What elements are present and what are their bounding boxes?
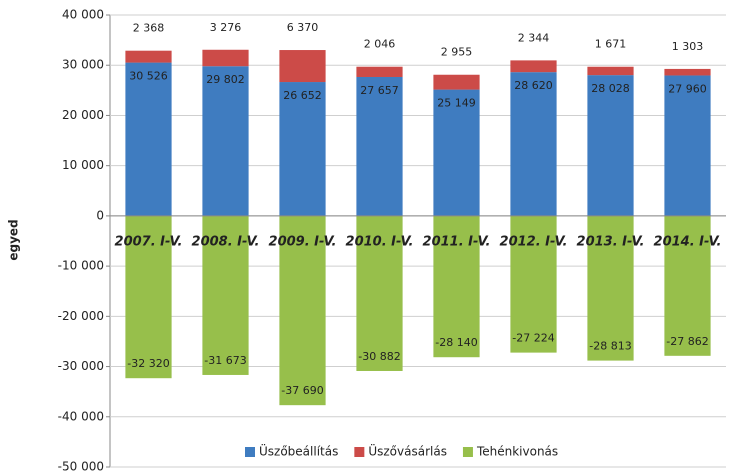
legend-label: Üszővásárlás <box>368 443 447 459</box>
bar-segment <box>125 50 172 63</box>
bar-segment <box>279 50 326 83</box>
value-label: 2 344 <box>518 31 550 44</box>
bar-segment <box>356 215 403 371</box>
value-label: -31 673 <box>204 354 246 367</box>
value-label: 6 370 <box>287 21 319 34</box>
legend-swatch <box>462 447 473 457</box>
value-label: 29 802 <box>206 73 245 86</box>
y-tick-label: 40 000 <box>62 8 104 22</box>
bar-segment <box>433 74 480 90</box>
bar-segment <box>356 66 403 77</box>
legend-swatch <box>354 447 365 457</box>
bar-segment <box>433 89 480 216</box>
bar-segment <box>125 62 172 216</box>
value-label: 3 276 <box>210 21 242 34</box>
x-tick-label: 2011. I-V. <box>423 234 491 249</box>
value-label: -28 140 <box>435 336 477 349</box>
value-label: -27 224 <box>512 332 554 345</box>
bar-segment <box>510 72 557 216</box>
x-tick-label: 2008. I-V. <box>192 234 260 249</box>
bar-segment <box>664 215 711 356</box>
bar-segment <box>202 215 249 375</box>
y-tick-label: 10 000 <box>62 158 104 172</box>
x-tick-label: 2012. I-V. <box>500 234 568 249</box>
y-axis-label: egyed <box>7 219 21 260</box>
y-tick-label: 0 <box>96 208 104 222</box>
bar-segment <box>510 60 557 73</box>
bar-segment <box>202 49 249 67</box>
value-label: -27 862 <box>666 335 708 348</box>
value-label: 1 303 <box>672 40 704 53</box>
y-tick-label: -40 000 <box>58 409 104 423</box>
x-tick-label: 2010. I-V. <box>346 234 414 249</box>
bar-segment <box>510 215 557 353</box>
value-label: -37 690 <box>281 384 323 397</box>
x-tick-label: 2013. I-V. <box>577 234 645 249</box>
value-label: 2 046 <box>364 38 396 51</box>
value-label: -30 882 <box>358 350 400 363</box>
value-label: 27 657 <box>360 84 399 97</box>
bar-segment <box>356 76 403 216</box>
y-tick-label: -30 000 <box>58 359 104 373</box>
value-label: -32 320 <box>127 357 169 370</box>
value-label: 2 955 <box>441 46 473 59</box>
bar-segment <box>664 75 711 216</box>
y-tick-label: -10 000 <box>58 259 104 273</box>
legend-label: Üszőbeállítás <box>259 443 338 459</box>
value-label: -28 813 <box>589 340 631 353</box>
bar-segment <box>279 215 326 406</box>
bar-segment <box>587 75 634 216</box>
value-label: 30 526 <box>129 70 168 83</box>
y-tick-label: 20 000 <box>62 108 104 122</box>
bar-segment <box>279 82 326 216</box>
bar-segment <box>587 66 634 76</box>
x-tick-label: 2014. I-V. <box>654 234 722 249</box>
x-tick-label: 2009. I-V. <box>269 234 337 249</box>
value-label: 25 149 <box>437 97 476 110</box>
bar-segment <box>125 215 172 379</box>
legend-swatch <box>245 447 255 457</box>
value-label: 28 620 <box>514 79 553 92</box>
bar-segment <box>587 215 634 361</box>
value-label: 28 028 <box>591 82 630 95</box>
y-tick-label: -20 000 <box>58 309 104 323</box>
y-tick-label: -50 000 <box>58 460 104 474</box>
bar-segment <box>664 68 711 76</box>
bar-segment <box>202 66 249 216</box>
bar-segment <box>433 215 480 358</box>
y-tick-label: 30 000 <box>62 58 104 72</box>
value-label: 26 652 <box>283 89 322 102</box>
value-label: 2 368 <box>133 22 165 35</box>
value-label: 27 960 <box>668 82 707 95</box>
legend-label: Tehénkivonás <box>476 445 558 459</box>
value-label: 1 671 <box>595 38 627 51</box>
x-tick-label: 2007. I-V. <box>115 234 183 249</box>
